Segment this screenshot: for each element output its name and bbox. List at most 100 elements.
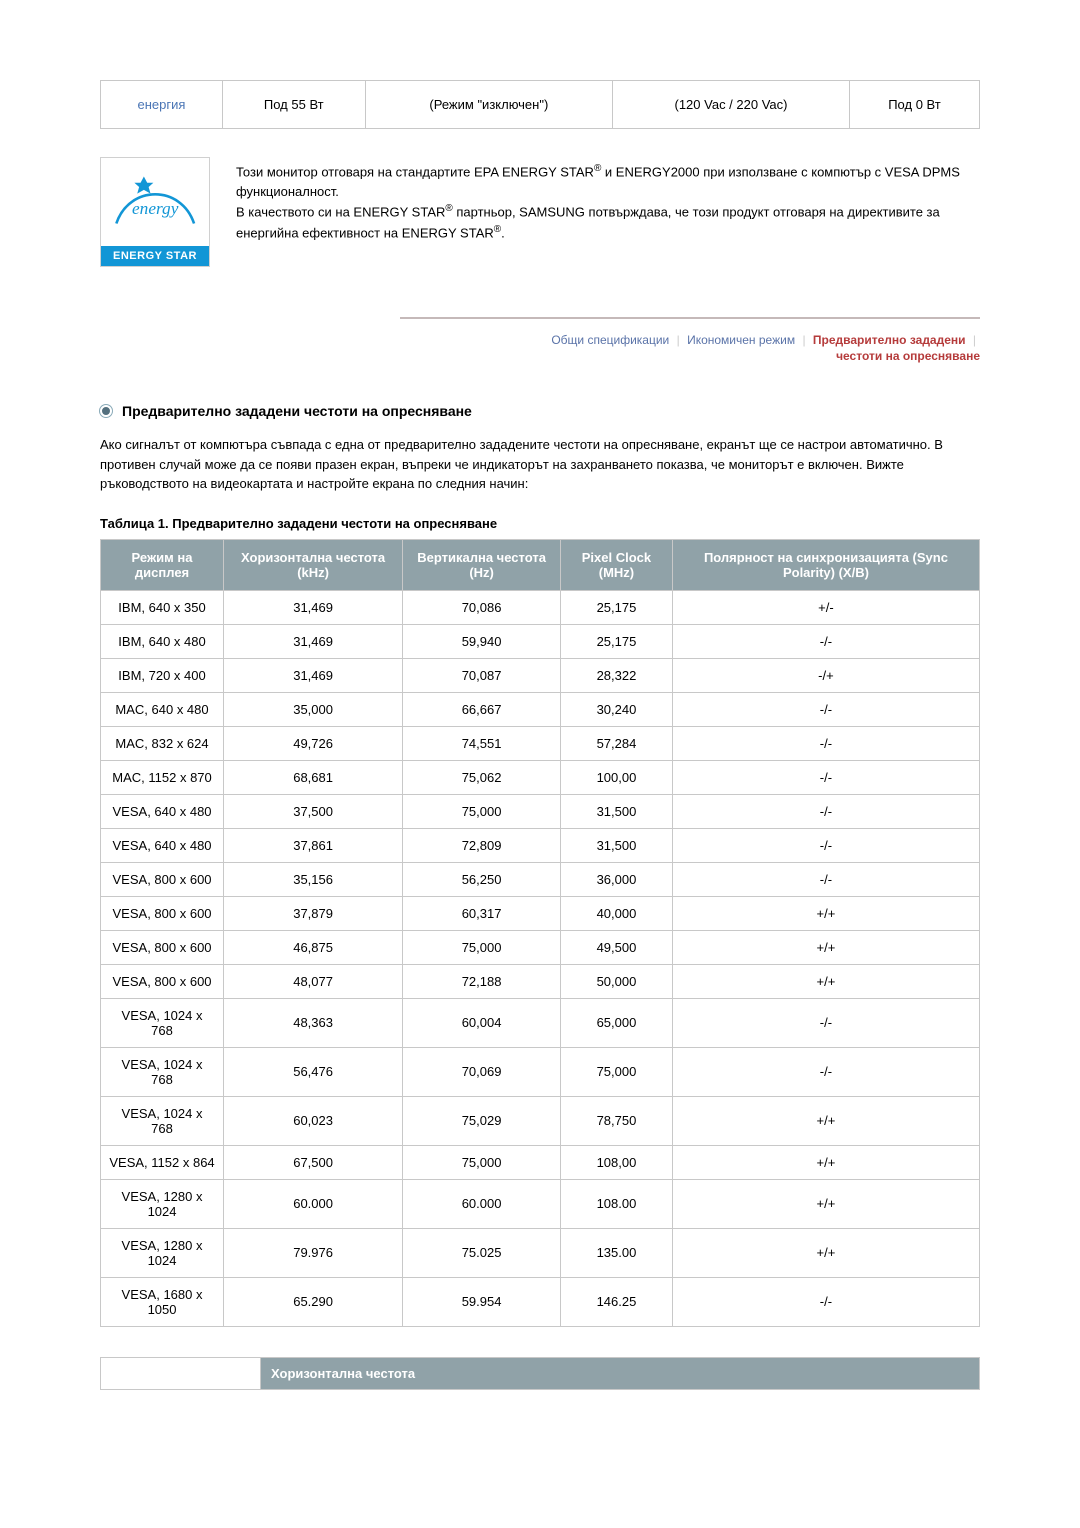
table-cell: 30,240 xyxy=(561,692,673,726)
power-cell-55w: Под 55 Вт xyxy=(222,81,365,129)
table-cell: 75,000 xyxy=(403,930,561,964)
table-cell: 57,284 xyxy=(561,726,673,760)
table-cell: 70,087 xyxy=(403,658,561,692)
table-cell: 48,363 xyxy=(224,998,403,1047)
table-cell: 78,750 xyxy=(561,1096,673,1145)
preset-header: Pixel Clock (MHz) xyxy=(561,539,673,590)
table-cell: 67,500 xyxy=(224,1145,403,1179)
table-row: VESA, 800 x 60035,15656,25036,000-/- xyxy=(101,862,980,896)
nav-preset-timing[interactable]: Предварително зададени xyxy=(813,333,966,347)
nav-sep: | xyxy=(969,333,980,347)
preset-header: Хоризонтална честота (kHz) xyxy=(224,539,403,590)
table-cell: 60.000 xyxy=(224,1179,403,1228)
table-cell: 31,500 xyxy=(561,828,673,862)
power-cell-0w: Под 0 Вт xyxy=(849,81,979,129)
table-cell: 50,000 xyxy=(561,964,673,998)
power-cell-mode-off: (Режим "изключен") xyxy=(365,81,612,129)
table-cell: -/- xyxy=(672,624,979,658)
table-cell: VESA, 800 x 600 xyxy=(101,930,224,964)
table-row: VESA, 1280 x 102479.97675.025135.00+/+ xyxy=(101,1228,980,1277)
table-cell: 31,469 xyxy=(224,624,403,658)
table-row: VESA, 640 x 48037,50075,00031,500-/- xyxy=(101,794,980,828)
table-cell: 60,023 xyxy=(224,1096,403,1145)
table-cell: 75,000 xyxy=(561,1047,673,1096)
table-cell: -/- xyxy=(672,862,979,896)
table-cell: 108.00 xyxy=(561,1179,673,1228)
table-cell: VESA, 1680 x 1050 xyxy=(101,1277,224,1326)
table-cell: +/+ xyxy=(672,896,979,930)
table-cell: 75,000 xyxy=(403,1145,561,1179)
table-cell: 68,681 xyxy=(224,760,403,794)
preset-header: Вертикална честота (Hz) xyxy=(403,539,561,590)
table-cell: +/- xyxy=(672,590,979,624)
table-cell: IBM, 640 x 480 xyxy=(101,624,224,658)
table-cell: 37,861 xyxy=(224,828,403,862)
table-cell: 59.954 xyxy=(403,1277,561,1326)
table-cell: IBM, 640 x 350 xyxy=(101,590,224,624)
table-cell: 49,726 xyxy=(224,726,403,760)
table-cell: VESA, 1024 x 768 xyxy=(101,1096,224,1145)
nav-general-specs[interactable]: Общи спецификации xyxy=(551,333,669,347)
power-cell-vac: (120 Vac / 220 Vac) xyxy=(613,81,850,129)
table-cell: 56,250 xyxy=(403,862,561,896)
table-cell: 35,000 xyxy=(224,692,403,726)
table-cell: 65,000 xyxy=(561,998,673,1047)
table-cell: 108,00 xyxy=(561,1145,673,1179)
table-cell: 72,809 xyxy=(403,828,561,862)
table-cell: 37,500 xyxy=(224,794,403,828)
energy-star-block: energy ENERGY STAR Този монитор отговаря… xyxy=(100,157,980,267)
table-cell: 135.00 xyxy=(561,1228,673,1277)
table-cell: 31,469 xyxy=(224,658,403,692)
table-cell: 75,000 xyxy=(403,794,561,828)
table-cell: -/+ xyxy=(672,658,979,692)
section-nav: Общи спецификации | Икономичен режим | П… xyxy=(400,317,980,403)
preset-header: Полярност на синхронизацията (Sync Polar… xyxy=(672,539,979,590)
table-cell: VESA, 1024 x 768 xyxy=(101,1047,224,1096)
table-cell: -/- xyxy=(672,998,979,1047)
table-cell: MAC, 640 x 480 xyxy=(101,692,224,726)
table-cell: 56,476 xyxy=(224,1047,403,1096)
table-cell: 75,062 xyxy=(403,760,561,794)
table-cell: 49,500 xyxy=(561,930,673,964)
table-cell: 60,317 xyxy=(403,896,561,930)
table-row: VESA, 1024 x 76860,02375,02978,750+/+ xyxy=(101,1096,980,1145)
table-cell: +/+ xyxy=(672,1179,979,1228)
table-cell: 65.290 xyxy=(224,1277,403,1326)
table-cell: MAC, 832 x 624 xyxy=(101,726,224,760)
table-cell: 28,322 xyxy=(561,658,673,692)
table-cell: +/+ xyxy=(672,1096,979,1145)
table-cell: 59,940 xyxy=(403,624,561,658)
svg-text:energy: energy xyxy=(132,199,179,218)
table-row: VESA, 1280 x 102460.00060.000108.00+/+ xyxy=(101,1179,980,1228)
table-cell: 60.000 xyxy=(403,1179,561,1228)
table-row: VESA, 1680 x 105065.29059.954146.25-/- xyxy=(101,1277,980,1326)
table-cell: 72,188 xyxy=(403,964,561,998)
table-row: MAC, 1152 x 87068,68175,062100,00-/- xyxy=(101,760,980,794)
table-row: MAC, 640 x 48035,00066,66730,240-/- xyxy=(101,692,980,726)
table-cell: 46,875 xyxy=(224,930,403,964)
table-cell: 70,086 xyxy=(403,590,561,624)
energy-star-logo: energy ENERGY STAR xyxy=(100,157,210,267)
power-table: енергия Под 55 Вт (Режим "изключен") (12… xyxy=(100,80,980,129)
table-cell: +/+ xyxy=(672,1228,979,1277)
table-cell: 60,004 xyxy=(403,998,561,1047)
energy-star-icon: energy xyxy=(112,176,198,236)
table-cell: 25,175 xyxy=(561,624,673,658)
table-cell: -/- xyxy=(672,1277,979,1326)
table-cell: 36,000 xyxy=(561,862,673,896)
table-cell: VESA, 1280 x 1024 xyxy=(101,1179,224,1228)
table-cell: 40,000 xyxy=(561,896,673,930)
section-heading-text: Предварително зададени честоти на опресн… xyxy=(122,403,472,419)
section-body: Ако сигналът от компютъра съвпада с една… xyxy=(100,435,980,494)
table-cell: VESA, 800 x 600 xyxy=(101,896,224,930)
table-cell: VESA, 1024 x 768 xyxy=(101,998,224,1047)
energy-star-bar: ENERGY STAR xyxy=(101,246,209,266)
table-row: VESA, 800 x 60037,87960,31740,000+/+ xyxy=(101,896,980,930)
table-cell: -/- xyxy=(672,760,979,794)
table-cell: 31,500 xyxy=(561,794,673,828)
nav-eco-mode[interactable]: Икономичен режим xyxy=(687,333,795,347)
horiz-freq-label: Хоризонтална честота xyxy=(261,1357,980,1389)
table-cell: -/- xyxy=(672,828,979,862)
preset-header: Режим на дисплея xyxy=(101,539,224,590)
table-cell: MAC, 1152 x 870 xyxy=(101,760,224,794)
